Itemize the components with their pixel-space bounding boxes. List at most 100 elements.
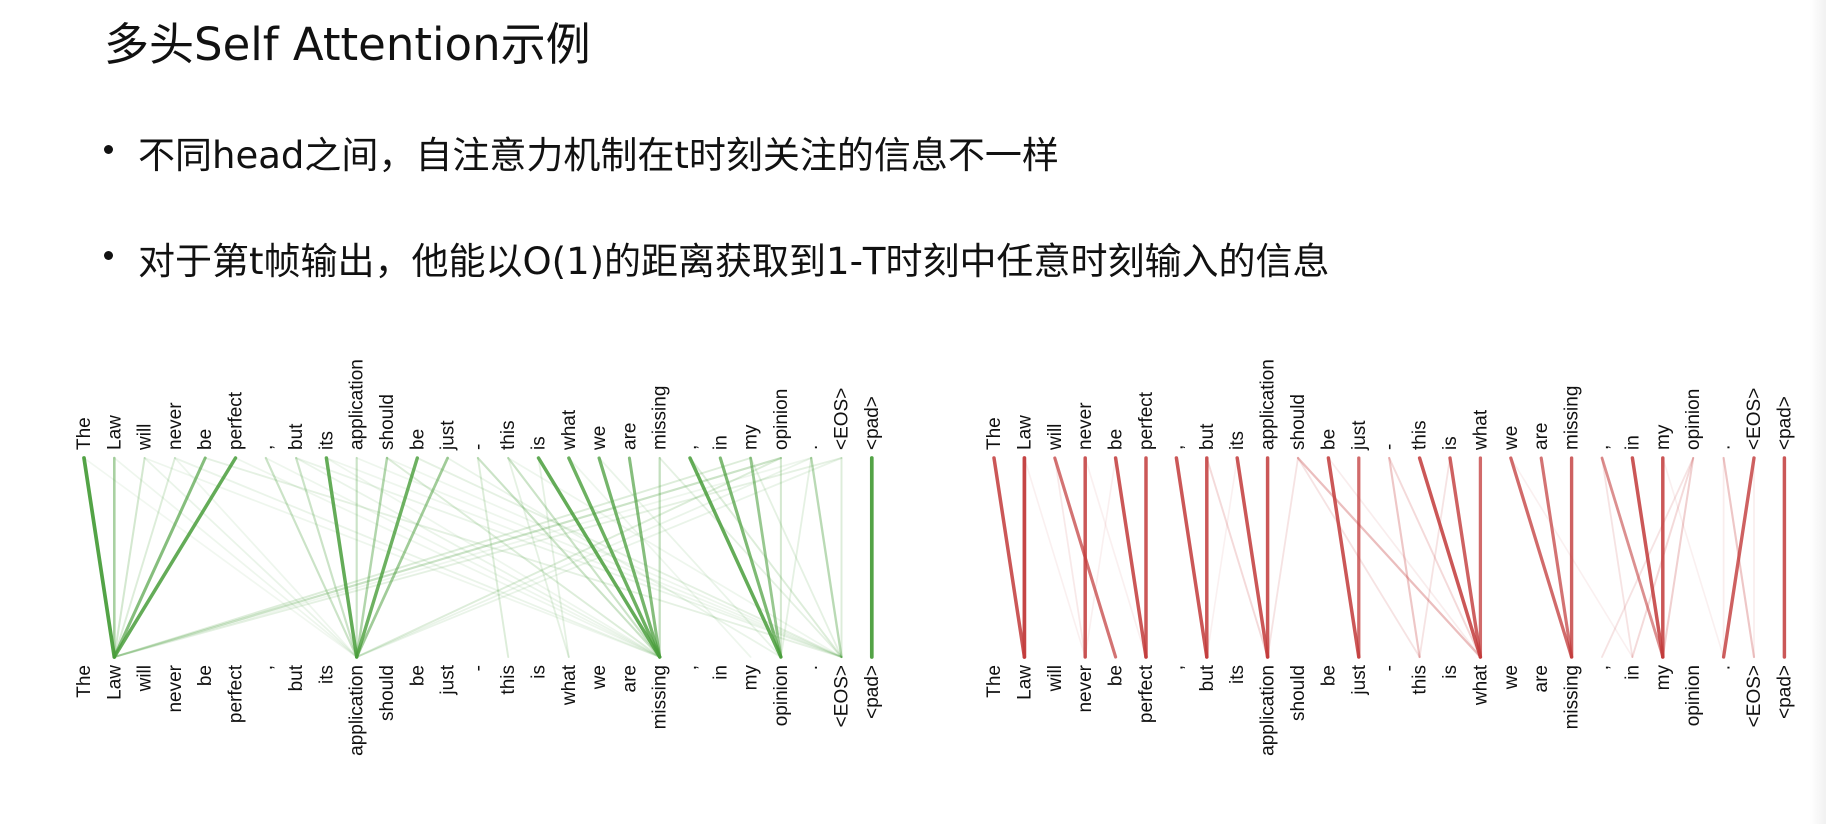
- token-label-bottom: ,: [1166, 665, 1187, 670]
- attention-edge: [749, 457, 843, 658]
- bullet-text: 对于第t帧输出，他能以O(1)的距离获取到1-T时刻中任意时刻输入的信息: [138, 240, 1330, 283]
- token-label-top: never: [165, 402, 186, 450]
- token-label-bottom: we: [589, 665, 610, 690]
- token-label-top: ,: [256, 445, 277, 450]
- token-label-top: this: [498, 420, 519, 450]
- attention-edge: [507, 456, 661, 659]
- attention-edge: [82, 456, 117, 659]
- attention-edge: [718, 456, 783, 659]
- token-label-top: <EOS>: [832, 388, 853, 450]
- token-label-bottom: are: [619, 665, 640, 692]
- attention-edge: [1417, 456, 1483, 659]
- attention-edge: [113, 457, 176, 658]
- token-label-top: be: [1106, 429, 1127, 450]
- token-label-top: perfect: [1136, 391, 1157, 450]
- token-label-top: Law: [104, 415, 125, 450]
- token-label-top: ,: [680, 445, 701, 450]
- token-label-bottom: .: [1714, 665, 1735, 670]
- token-label-bottom: perfect: [226, 664, 247, 723]
- attention-edge: [1023, 457, 1087, 658]
- attention-edge: [476, 457, 510, 658]
- token-label-top: will: [1045, 424, 1066, 451]
- attention-edge: [1630, 456, 1665, 659]
- attention-edge: [1388, 456, 1421, 659]
- attention-edge: [355, 456, 449, 659]
- attention-edge: [1509, 456, 1574, 659]
- token-label-bottom: its: [316, 665, 337, 684]
- token-label-top: The: [984, 417, 1005, 450]
- token-label-bottom: this: [498, 665, 519, 695]
- token-label-top: will: [135, 424, 156, 451]
- attention-edge: [749, 456, 783, 659]
- attention-edge: [355, 457, 782, 658]
- attention-edge: [113, 456, 782, 659]
- token-label-top: -: [1379, 444, 1400, 450]
- token-label-top: we: [1501, 426, 1522, 451]
- token-label-bottom: perfect: [1136, 664, 1157, 723]
- token-label-top: what: [1470, 409, 1491, 451]
- token-label-top: <pad>: [862, 396, 883, 450]
- token-label-bottom: never: [165, 664, 186, 712]
- token-label-bottom: .: [801, 665, 822, 670]
- attention-edge: [476, 456, 661, 659]
- attention-edge: [234, 457, 661, 658]
- token-label-top: my: [741, 424, 762, 450]
- token-label-bottom: be: [195, 665, 216, 686]
- token-label-top: its: [316, 431, 337, 450]
- token-label-top: missing: [1562, 386, 1583, 450]
- token-label-top: .: [801, 445, 822, 450]
- token-label-top: ,: [1166, 445, 1187, 450]
- attention-edge: [355, 457, 843, 658]
- token-label-top: its: [1227, 431, 1248, 450]
- token-label-top: just: [438, 420, 459, 451]
- token-label-bottom: its: [1227, 665, 1248, 684]
- token-label-bottom: <EOS>: [832, 665, 853, 727]
- token-label-bottom: <EOS>: [1744, 665, 1765, 727]
- token-label-top: should: [1288, 394, 1309, 450]
- attention-edge: [1388, 457, 1482, 658]
- attention-edge: [83, 457, 358, 658]
- token-label-bottom: will: [1045, 665, 1066, 692]
- attention-edge: [355, 456, 419, 659]
- attention-diagram-red: TheTheLawLawwillwillneverneverbebeperfec…: [984, 359, 1795, 756]
- token-label-top: opinion: [771, 389, 792, 450]
- attention-edge: [174, 457, 661, 658]
- token-label-top: ,: [1592, 445, 1613, 450]
- token-label-bottom: my: [741, 665, 762, 691]
- token-label-bottom: but: [1197, 664, 1218, 691]
- token-label-bottom: we: [1501, 665, 1522, 690]
- token-label-top: but: [1197, 423, 1218, 450]
- attention-edge: [1205, 457, 1239, 658]
- attention-edge: [507, 457, 843, 658]
- token-label-bottom: this: [1410, 665, 1431, 695]
- attention-edge: [1266, 457, 1299, 658]
- token-label-bottom: but: [286, 664, 307, 691]
- attention-edge: [113, 457, 358, 658]
- token-label-bottom: just: [1349, 664, 1370, 695]
- token-label-bottom: Law: [1014, 665, 1035, 700]
- token-label-bottom: <pad>: [862, 665, 883, 719]
- token-label-top: application: [1258, 359, 1279, 450]
- token-label-bottom: ,: [1592, 665, 1613, 670]
- attention-edge: [567, 457, 752, 658]
- attention-edge: [112, 456, 207, 659]
- attention-edge: [689, 457, 843, 658]
- attention-edge: [810, 456, 843, 659]
- token-label-bottom: opinion: [1683, 665, 1704, 726]
- attention-edge: [1113, 456, 1148, 659]
- token-label-top: <pad>: [1774, 396, 1795, 450]
- token-label-bottom: my: [1653, 665, 1674, 691]
- attention-edge: [295, 456, 358, 659]
- token-label-bottom: be: [1106, 665, 1127, 686]
- token-label-top: in: [710, 435, 731, 450]
- attention-edge: [536, 456, 662, 659]
- token-label-top: is: [1440, 436, 1461, 450]
- attention-edge: [295, 457, 661, 658]
- attention-edge: [1539, 456, 1574, 659]
- attention-edge: [174, 457, 358, 658]
- bullet-dot-icon: [104, 251, 113, 260]
- token-label-top: application: [347, 359, 368, 450]
- attention-edge: [537, 457, 570, 658]
- token-label-bottom: what: [1470, 664, 1491, 706]
- token-label-top: what: [559, 409, 580, 451]
